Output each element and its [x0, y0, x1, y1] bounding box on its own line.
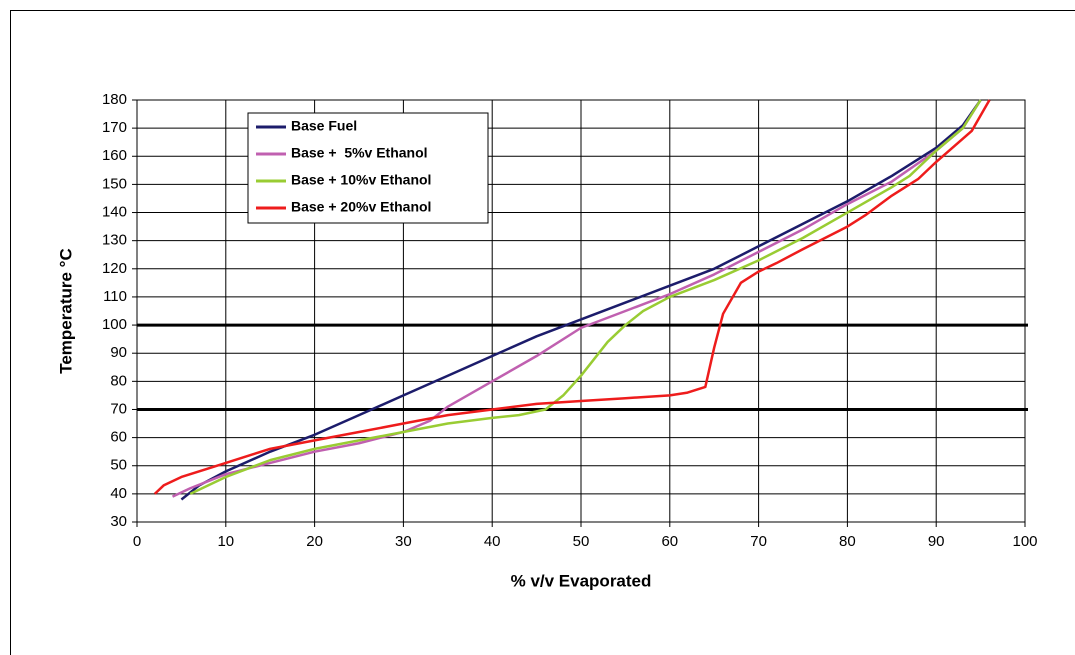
x-tick-label: 0: [133, 533, 141, 550]
x-tick-label: 80: [839, 533, 856, 550]
data-line: [189, 99, 982, 495]
y-tick-label: 30: [110, 513, 127, 530]
x-tick-label: 90: [928, 533, 945, 550]
chart-frame: [10, 10, 1075, 655]
plot-border: [136, 99, 1026, 523]
x-axis-title: % v/v Evaporated: [511, 571, 652, 590]
y-tick-label: 140: [102, 204, 127, 221]
y-tick-label: 40: [110, 485, 127, 502]
y-tick-label: 160: [102, 147, 127, 164]
legend-box: [247, 112, 489, 224]
x-tick-label: 10: [217, 533, 234, 550]
y-tick-label: 120: [102, 260, 127, 277]
y-tick-label: 110: [103, 288, 127, 305]
legend-label: Base + 10%v Ethanol: [291, 172, 431, 188]
y-tick-label: 70: [110, 400, 127, 417]
y-tick-label: 170: [102, 119, 127, 136]
x-tick-label: 70: [750, 533, 767, 550]
legend-label: Base Fuel: [291, 118, 357, 134]
y-tick-label: 180: [102, 91, 127, 108]
legend-label: Base + 20%v Ethanol: [291, 199, 431, 215]
y-tick-label: 50: [110, 457, 127, 474]
x-tick-label: 100: [1012, 533, 1037, 550]
x-tick-label: 20: [306, 533, 323, 550]
legend-label: Base + 5%v Ethanol: [291, 145, 428, 161]
x-tick-label: 30: [395, 533, 412, 550]
y-tick-label: 150: [102, 175, 127, 192]
y-tick-label: 130: [102, 232, 127, 249]
y-tick-label: 100: [102, 316, 127, 333]
y-axis-title: Temperature °C: [56, 248, 75, 374]
x-tick-label: 40: [484, 533, 501, 550]
x-tick-label: 50: [573, 533, 590, 550]
data-line: [171, 99, 982, 498]
x-tick-label: 60: [661, 533, 678, 550]
y-tick-label: 80: [110, 372, 127, 389]
data-line: [153, 99, 991, 495]
y-tick-label: 60: [110, 429, 127, 446]
y-tick-label: 90: [110, 344, 127, 361]
